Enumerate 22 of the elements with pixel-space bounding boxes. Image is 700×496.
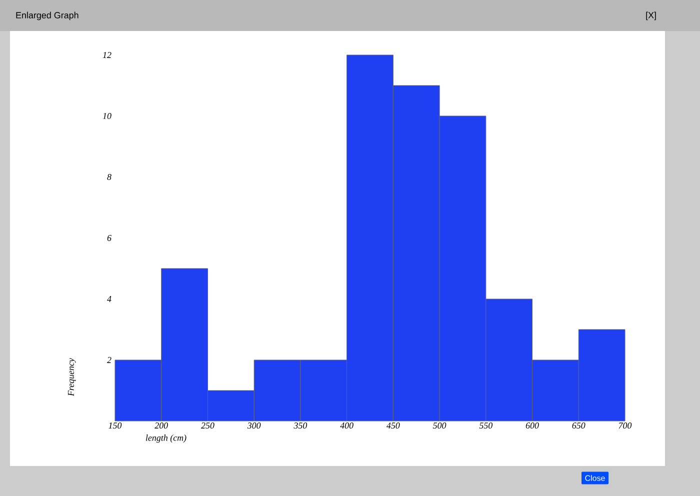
x-tick-label: 400 (340, 422, 354, 429)
chart-title: Enlarged Graph (16, 12, 78, 20)
x-tick-label: 650 (572, 422, 586, 429)
x-tick-label: 700 (618, 422, 632, 429)
y-tick-label: 8 (107, 174, 112, 180)
y-tick-label: 10 (102, 112, 112, 120)
y-axis-title: Frequency (68, 358, 76, 396)
x-tick-label: 500 (432, 422, 446, 429)
x-tick-label: 450 (386, 422, 400, 429)
x-tick-label: 250 (201, 422, 214, 429)
x-tick-label: 350 (294, 422, 308, 429)
y-tick-label: 4 (107, 296, 112, 302)
x-tick-label: 150 (108, 422, 122, 429)
y-tick-label: 6 (107, 234, 112, 242)
y-tick-label: 2 (107, 357, 112, 363)
y-tick-label: 12 (102, 52, 112, 58)
x-axis-title: length (cm) (146, 434, 186, 443)
text: [X] (646, 12, 656, 20)
x-tick-label: 200 (154, 422, 168, 429)
x-tick-label: 600 (526, 422, 539, 429)
x-tick-label: 550 (479, 422, 493, 429)
x-tick-label: 300 (247, 422, 261, 429)
